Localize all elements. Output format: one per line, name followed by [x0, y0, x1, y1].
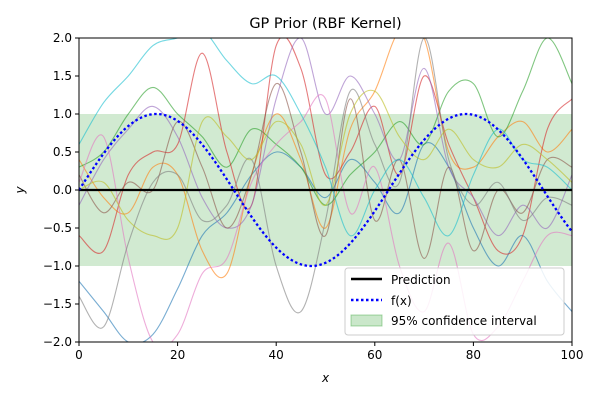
gp-sample-line-9 — [79, 89, 572, 240]
x-tick-label: 40 — [269, 348, 284, 362]
x-axis-ticks: 0 20 40 60 80 100 — [75, 342, 583, 362]
y-tick-label: 0.0 — [53, 183, 72, 197]
gp-sample-line-10 — [79, 38, 572, 237]
legend-label-fx: f(x) — [391, 294, 412, 308]
y-tick-label: −1.5 — [43, 297, 72, 311]
chart-title: GP Prior (RBF Kernel) — [249, 16, 401, 32]
y-tick-label: 0.5 — [53, 145, 72, 159]
x-tick-label: 20 — [170, 348, 185, 362]
gp-sample-line-2 — [79, 38, 572, 279]
y-axis-label: y — [13, 186, 27, 195]
plot-area — [79, 38, 572, 342]
x-tick-label: 0 — [75, 348, 83, 362]
x-tick-label: 80 — [466, 348, 481, 362]
gp-sample-line-1 — [79, 142, 572, 342]
gp-sample-line-5 — [79, 38, 572, 237]
y-tick-label: −2.0 — [43, 335, 72, 349]
legend-box — [344, 267, 565, 336]
x-tick-label: 100 — [561, 348, 584, 362]
true-function-line — [79, 112, 572, 268]
y-tick-label: 1.5 — [53, 69, 72, 83]
y-tick-label: −1.0 — [43, 259, 72, 273]
legend-swatch-confidence — [350, 314, 383, 327]
y-axis-ticks: −2.0 −1.5 −1.0 −0.5 0.0 0.5 1.0 1.5 2.0 — [43, 31, 79, 349]
legend-label-confidence: 95% confidence interval — [391, 314, 537, 328]
legend: Prediction f(x) 95% confidence interval — [344, 267, 565, 336]
x-tick-label: 60 — [367, 348, 382, 362]
gp-samples — [79, 38, 572, 342]
y-tick-label: 2.0 — [53, 31, 72, 45]
legend-label-prediction: Prediction — [391, 273, 451, 287]
x-axis-label: x — [321, 371, 330, 385]
y-tick-label: 1.0 — [53, 107, 72, 121]
y-tick-label: −0.5 — [43, 221, 72, 235]
